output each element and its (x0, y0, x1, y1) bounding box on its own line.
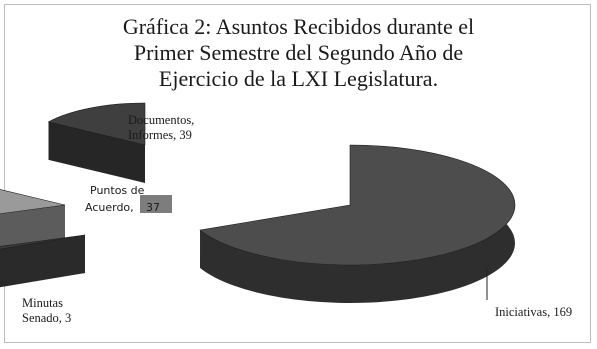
slice-iniciativas (199, 144, 516, 266)
label-puntos-line-1: Puntos de (90, 184, 145, 197)
label-minutas-line-1: Minutas (22, 296, 63, 310)
label-puntos-line-2: Acuerdo, (85, 201, 134, 214)
chart-title: Gráfica 2: Asuntos Recibidos durante el … (0, 14, 597, 92)
slice-puntos (0, 189, 66, 215)
chart-title-line-3: Ejercicio de la LXI Legislatura. (158, 66, 439, 91)
slice-minutas (0, 234, 86, 250)
chart-title-line-2: Primer Semestre del Segundo Año de (133, 40, 464, 65)
label-bg-puntos (140, 195, 172, 213)
label-iniciativas: Iniciativas, 169 (495, 305, 572, 319)
label-documentos-line-1: Documentos, (128, 113, 194, 127)
label-documentos-line-2: Informes, 39 (128, 128, 192, 142)
slice-documentos (47, 102, 146, 146)
label-puntos-line-3: 37 (146, 201, 160, 214)
chart-title-line-1: Gráfica 2: Asuntos Recibidos durante el (122, 14, 475, 39)
label-minutas-line-2: Senado, 3 (22, 311, 71, 325)
slice-minutas-wall-b (0, 235, 85, 285)
pie-slices (0, 102, 516, 303)
